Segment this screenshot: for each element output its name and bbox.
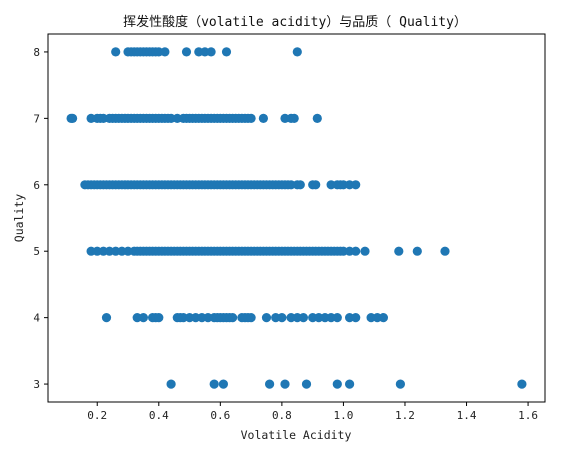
data-point (312, 113, 322, 123)
data-point (351, 246, 361, 256)
data-point (258, 113, 268, 123)
data-point (246, 313, 256, 323)
data-points (66, 47, 527, 389)
data-point (295, 180, 305, 190)
data-point (298, 313, 308, 323)
y-tick-label: 6 (33, 179, 40, 192)
x-axis-ticks: 0.2 0.4 0.6 0.8 1.0 1.2 1.4 1.6 (87, 402, 538, 422)
y-axis-ticks: 3 4 5 6 7 8 (33, 46, 48, 391)
x-tick-label: 1.4 (457, 409, 477, 422)
y-tick-label: 3 (33, 378, 40, 391)
y-tick-label: 5 (33, 245, 40, 258)
x-axis-label: Volatile Acidity (241, 428, 352, 442)
data-point (246, 113, 256, 123)
data-point (332, 313, 342, 323)
data-point (206, 47, 216, 57)
data-point (345, 379, 355, 389)
x-tick-label: 0.8 (272, 409, 292, 422)
data-point (394, 246, 404, 256)
data-point (277, 313, 287, 323)
x-tick-label: 0.2 (87, 409, 107, 422)
data-point (301, 379, 312, 389)
data-point (138, 313, 148, 323)
x-tick-label: 1.2 (395, 409, 415, 422)
data-point (351, 180, 361, 190)
plot-frame (47, 33, 546, 403)
data-point (280, 379, 290, 389)
y-tick-label: 8 (33, 46, 40, 59)
data-point (360, 246, 370, 256)
data-point (181, 47, 192, 57)
data-point (154, 313, 164, 323)
x-tick-label: 0.6 (210, 409, 230, 422)
data-point (412, 246, 422, 256)
data-point (440, 246, 450, 256)
data-point (265, 379, 275, 389)
data-point (228, 313, 238, 323)
data-point (101, 313, 112, 323)
data-point (311, 180, 321, 190)
data-point (218, 379, 228, 389)
data-point (111, 47, 121, 57)
data-point (378, 313, 388, 323)
x-tick-label: 0.4 (149, 409, 169, 422)
data-point (166, 379, 176, 389)
data-point (160, 47, 170, 57)
data-point (517, 379, 527, 389)
data-point (332, 379, 342, 389)
data-point (289, 113, 299, 123)
y-tick-label: 4 (33, 312, 40, 325)
x-tick-label: 1.0 (333, 409, 353, 422)
data-point (351, 313, 361, 323)
x-tick-label: 1.6 (518, 409, 538, 422)
data-point (261, 313, 272, 323)
data-point (395, 379, 405, 389)
data-point (292, 47, 302, 57)
y-tick-label: 7 (33, 112, 40, 125)
data-point (209, 379, 219, 389)
chart-title: 挥发性酸度（volatile acidity）与品质（ Quality） (123, 14, 467, 30)
data-point (68, 113, 78, 123)
y-axis-label: Quality (12, 194, 26, 243)
data-point (221, 47, 232, 57)
